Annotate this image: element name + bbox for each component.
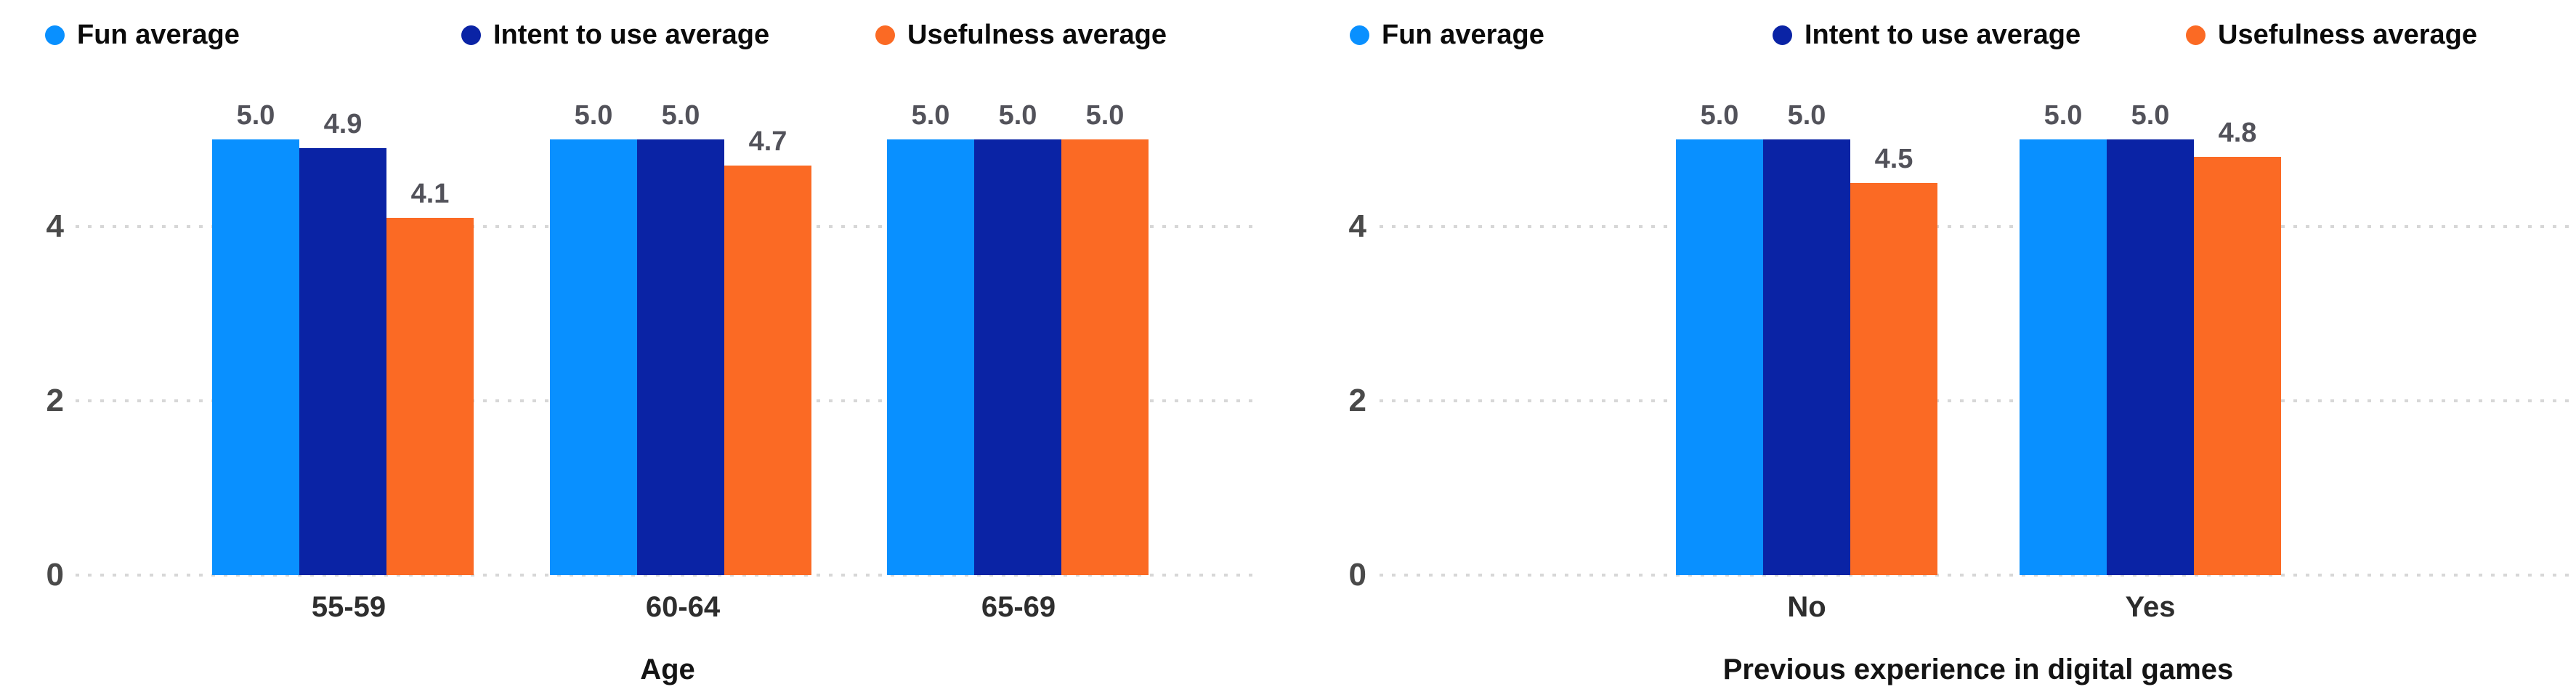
data-label-fun-average-no: 5.0: [1700, 100, 1739, 131]
x-axis-category-label-60-64: 60-64: [645, 591, 721, 623]
legend-dot-fun-average-icon: [1350, 25, 1369, 45]
bar-chart-previous-experience: Fun average Intent to use average Useful…: [1288, 0, 2576, 692]
data-label-fun-average-65-69: 5.0: [911, 100, 950, 131]
legend-dot-intent-to-use-average-icon: [1773, 25, 1792, 45]
legend-dot-intent-to-use-average-icon: [461, 25, 481, 45]
legend-label-fun-average: Fun average: [1382, 20, 1544, 50]
legend-item-fun-average[interactable]: Fun average: [1350, 12, 1544, 58]
gridline-y-0: [1380, 574, 2572, 577]
bar-fun-average-no[interactable]: [1676, 139, 1763, 575]
data-label-intent-to-use-average-60-64: 5.0: [661, 100, 700, 131]
legend-label-usefulness-average: Usefulness average: [2218, 20, 2477, 50]
bar-intent-to-use-average-60-64[interactable]: [637, 139, 724, 575]
x-axis-category-label-yes: Yes: [2125, 591, 2176, 623]
legend-label-intent-to-use-average: Intent to use average: [1805, 20, 2081, 50]
legend-item-intent-to-use-average[interactable]: Intent to use average: [1773, 12, 2081, 58]
data-label-usefulness-average-no: 4.5: [1874, 144, 1913, 174]
y-axis-tick-label-2: 2: [46, 383, 64, 418]
y-axis-tick-label-2: 2: [1348, 383, 1366, 418]
data-label-intent-to-use-average-yes: 5.0: [2131, 100, 2170, 131]
gridline-y-2: [1380, 399, 2572, 402]
data-label-usefulness-average-yes: 4.8: [2218, 118, 2257, 148]
bar-chart-age: Fun average Intent to use average Useful…: [45, 12, 1260, 685]
x-axis-category-label-55-59: 55-59: [311, 591, 386, 623]
y-axis-tick-label-0: 0: [46, 557, 64, 593]
y-axis-tick-label-0: 0: [1348, 557, 1366, 593]
legend-label-usefulness-average: Usefulness average: [907, 20, 1167, 50]
bar-usefulness-average-65-69[interactable]: [1061, 139, 1149, 575]
x-axis-title-previous-experience: Previous experience in digital games: [1722, 654, 2234, 685]
plot-area-previous-experience: 0 2 4 5.0 5.0 4.5 No 5.0 5.0 4.8 Yes: [1288, 0, 2576, 692]
legend-item-usefulness-average[interactable]: Usefulness average: [2186, 12, 2477, 58]
bar-fun-average-55-59[interactable]: [212, 139, 299, 575]
bar-intent-to-use-average-no[interactable]: [1763, 139, 1850, 575]
legend-dot-usefulness-average-icon: [2186, 25, 2206, 45]
data-label-intent-to-use-average-65-69: 5.0: [998, 100, 1037, 131]
data-label-fun-average-yes: 5.0: [2044, 100, 2083, 131]
bar-intent-to-use-average-yes[interactable]: [2107, 139, 2194, 575]
data-label-fun-average-55-59: 5.0: [236, 100, 275, 131]
bar-usefulness-average-yes[interactable]: [2194, 157, 2281, 575]
data-label-intent-to-use-average-no: 5.0: [1787, 100, 1826, 131]
bar-intent-to-use-average-55-59[interactable]: [299, 148, 386, 575]
y-axis-tick-label-4: 4: [1348, 208, 1366, 244]
bar-fun-average-65-69[interactable]: [887, 139, 974, 575]
legend-item-intent-to-use-average[interactable]: Intent to use average: [461, 12, 769, 58]
legend-dot-fun-average-icon: [45, 25, 65, 45]
x-axis-category-label-no: No: [1787, 591, 1826, 623]
y-axis-tick-label-4: 4: [46, 208, 64, 244]
bar-usefulness-average-no[interactable]: [1850, 183, 1937, 575]
bar-intent-to-use-average-65-69[interactable]: [974, 139, 1061, 575]
legend-label-fun-average: Fun average: [77, 20, 240, 50]
data-label-intent-to-use-average-55-59: 4.9: [323, 109, 362, 139]
legend-item-usefulness-average[interactable]: Usefulness average: [875, 12, 1167, 58]
legend-dot-usefulness-average-icon: [875, 25, 895, 45]
data-label-usefulness-average-55-59: 4.1: [410, 179, 450, 209]
gridline-y-0: [76, 574, 1260, 577]
bar-usefulness-average-60-64[interactable]: [724, 166, 811, 575]
x-axis-category-label-65-69: 65-69: [981, 591, 1056, 623]
bar-fun-average-60-64[interactable]: [550, 139, 637, 575]
bar-fun-average-yes[interactable]: [2020, 139, 2107, 575]
data-label-usefulness-average-60-64: 4.7: [748, 126, 787, 157]
legend-label-intent-to-use-average: Intent to use average: [493, 20, 770, 50]
legend-item-fun-average[interactable]: Fun average: [45, 12, 240, 58]
gridline-y-4: [1380, 225, 2572, 228]
data-label-fun-average-60-64: 5.0: [574, 100, 613, 131]
plot-area-age: 0 2 4 5.0 4.9 4.1 55-59 5.0 5.0 4.7 60-64 5.0 5.0 5.0…: [46, 100, 1260, 623]
bar-usefulness-average-55-59[interactable]: [386, 218, 474, 575]
x-axis-title-age: Age: [640, 654, 695, 685]
data-label-usefulness-average-65-69: 5.0: [1085, 100, 1125, 131]
